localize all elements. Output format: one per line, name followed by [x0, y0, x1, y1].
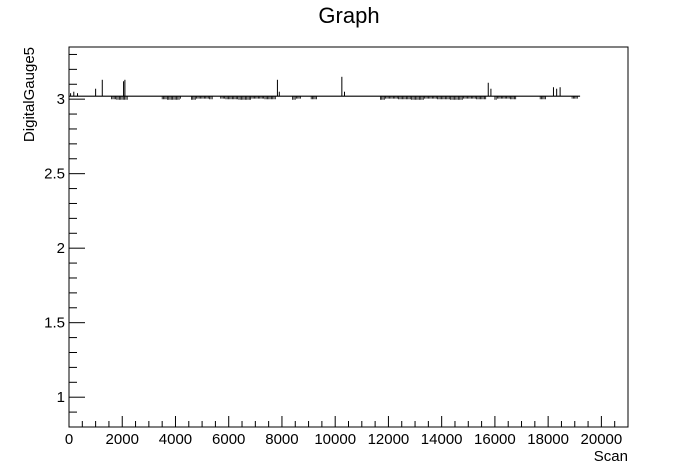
- series-dip: [220, 96, 276, 100]
- x-tick-label: 10000: [314, 431, 356, 448]
- x-tick-label: 8000: [265, 431, 298, 448]
- series-dip: [111, 96, 128, 100]
- series-dip: [161, 96, 181, 100]
- series-dip: [310, 96, 317, 100]
- series-dip: [494, 96, 517, 100]
- x-axis: 0 2000 4000 6000 8000 10000 12000 14000 16000 180…: [65, 416, 629, 448]
- x-tick-label: 14000: [421, 431, 463, 448]
- y-tick-label: 2: [57, 240, 65, 257]
- chart-title: Graph: [318, 3, 379, 28]
- x-axis-label: Scan: [594, 448, 628, 465]
- plot-frame: [68, 46, 629, 428]
- x-tick-label: 18000: [527, 431, 569, 448]
- x-tick-label: 0: [65, 431, 73, 448]
- y-axis-label: DigitalGauge5: [21, 47, 38, 142]
- series-dip: [571, 96, 578, 99]
- series-dip: [191, 96, 213, 100]
- x-tick-label: 2000: [106, 431, 139, 448]
- y-tick-label: 2.5: [44, 166, 65, 183]
- y-tick-label: 1.5: [44, 315, 65, 332]
- x-tick-label: 12000: [368, 431, 410, 448]
- x-tick-label: 16000: [474, 431, 516, 448]
- series-dip: [292, 96, 301, 100]
- y-tick-label: 1: [57, 389, 65, 406]
- y-axis: 1 1.5 2 2.5 3: [44, 53, 85, 428]
- x-tick-label: 4000: [159, 431, 192, 448]
- series-dip: [380, 96, 487, 100]
- y-tick-label: 3: [57, 91, 65, 108]
- data-series: [68, 76, 581, 100]
- series-dip: [539, 96, 546, 100]
- x-tick-label: 20000: [581, 431, 623, 448]
- x-tick-label: 6000: [212, 431, 245, 448]
